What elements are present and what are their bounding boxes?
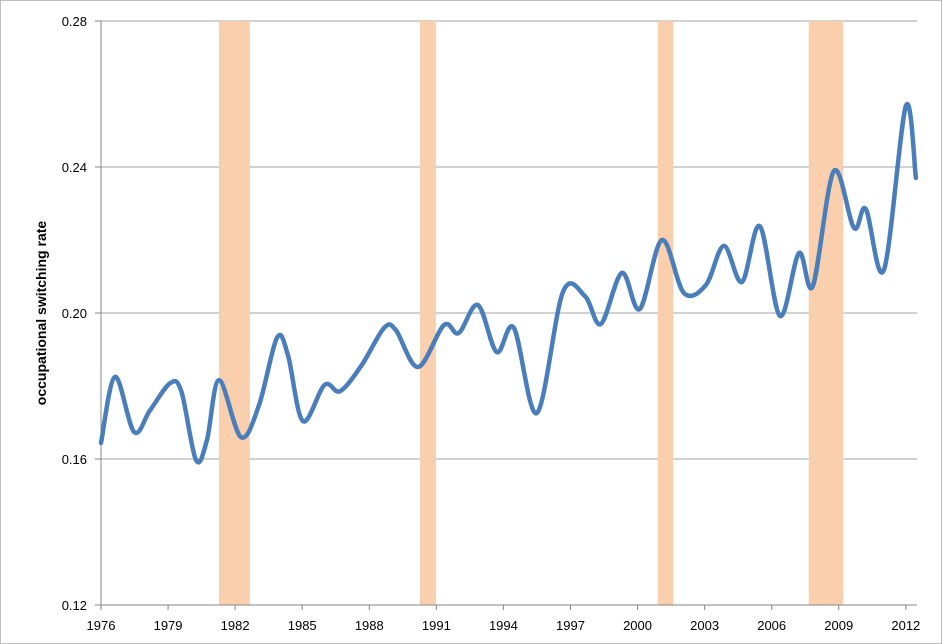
x-tick-label: 1982 <box>221 618 250 633</box>
y-tick-label: 0.20 <box>62 306 87 321</box>
recession-band <box>219 21 250 605</box>
recession-band <box>657 21 674 605</box>
y-tick-label: 0.24 <box>62 160 87 175</box>
x-tick-label: 2012 <box>891 618 920 633</box>
x-tick-label: 1985 <box>288 618 317 633</box>
x-tick-label: 1979 <box>154 618 183 633</box>
x-tick-label: 1994 <box>489 618 518 633</box>
x-tick-label: 1991 <box>422 618 451 633</box>
y-tick-label: 0.28 <box>62 14 87 29</box>
y-tick-label: 0.12 <box>62 598 87 613</box>
y-tick-label: 0.16 <box>62 452 87 467</box>
data-line <box>98 101 919 465</box>
x-tick-label: 2006 <box>757 618 786 633</box>
x-tick-label: 2009 <box>824 618 853 633</box>
x-tick-label: 2000 <box>623 618 652 633</box>
x-tick-label: 1988 <box>355 618 384 633</box>
y-axis-label: occupational switching rate <box>33 221 49 406</box>
x-tick-label: 1976 <box>87 618 116 633</box>
recession-band <box>420 21 436 605</box>
x-tick-label: 1997 <box>556 618 585 633</box>
x-tick-label: 2003 <box>690 618 719 633</box>
recession-band <box>808 21 844 605</box>
